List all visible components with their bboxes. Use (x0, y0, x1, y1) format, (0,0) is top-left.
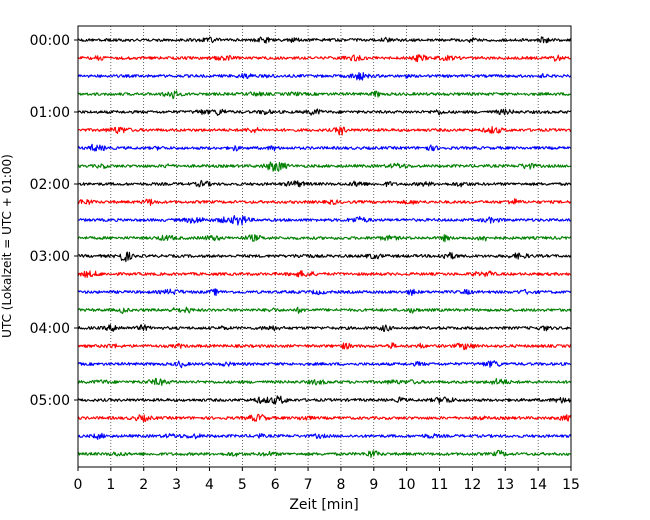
x-tick-label: 5 (238, 477, 247, 493)
trace-0115 (77, 126, 572, 136)
trace-0030 (77, 71, 572, 81)
trace-0145 (77, 161, 572, 172)
x-tick-label: 3 (172, 477, 181, 493)
x-tick-label: 4 (205, 477, 214, 493)
trace-0430 (77, 360, 572, 369)
y-axis-ticks: 00:00 01:00 02:00 03:00 04:00 05:00 (30, 33, 78, 409)
x-tick-label: 11 (431, 477, 449, 493)
x-tick-label: 15 (562, 477, 580, 493)
y-tick-label: 01:00 (30, 105, 70, 121)
trace-0330 (77, 288, 572, 297)
y-tick-label: 02:00 (30, 177, 70, 193)
x-tick-label: 0 (74, 477, 83, 493)
trace-0315 (77, 270, 572, 278)
trace-0500 (77, 395, 572, 405)
trace-0215 (77, 198, 572, 206)
y-tick-label: 05:00 (30, 393, 70, 409)
x-tick-label: 14 (529, 477, 547, 493)
trace-0300 (77, 251, 572, 263)
x-axis-ticks: 0 1 2 3 4 5 6 7 8 9 10 11 12 13 14 15 (74, 467, 580, 493)
trace-0015 (77, 54, 572, 63)
trace-0000 (77, 36, 572, 44)
x-tick-label: 1 (106, 477, 115, 493)
x-tick-label: 7 (304, 477, 313, 493)
trace-0400 (77, 324, 572, 332)
y-tick-label: 00:00 (30, 33, 70, 49)
x-tick-label: 2 (139, 477, 148, 493)
trace-0415 (77, 342, 572, 351)
trace-0200 (77, 179, 572, 188)
trace-0345 (77, 306, 572, 315)
x-tick-label: 9 (369, 477, 378, 493)
trace-0245 (77, 234, 572, 243)
trace-0515 (77, 413, 572, 423)
trace-0530 (77, 432, 572, 440)
y-axis-label: UTC (Lokalzeit = UTC + 01:00) (0, 154, 14, 338)
trace-0130 (77, 143, 572, 152)
plot-frame (77, 25, 572, 468)
x-tick-label: 8 (336, 477, 345, 493)
trace-0545 (77, 449, 572, 458)
y-tick-label: 04:00 (30, 321, 70, 337)
x-tick-label: 6 (271, 477, 280, 493)
y-tick-label: 03:00 (30, 249, 70, 265)
trace-0100 (77, 108, 572, 116)
trace-0045 (77, 90, 572, 100)
x-tick-label: 13 (496, 477, 514, 493)
x-tick-label: 10 (398, 477, 416, 493)
x-tick-label: 12 (463, 477, 481, 493)
seismic-traces (77, 36, 572, 458)
trace-0230 (77, 215, 572, 226)
trace-0445 (77, 377, 572, 386)
x-axis-label: Zeit [min] (289, 497, 358, 513)
